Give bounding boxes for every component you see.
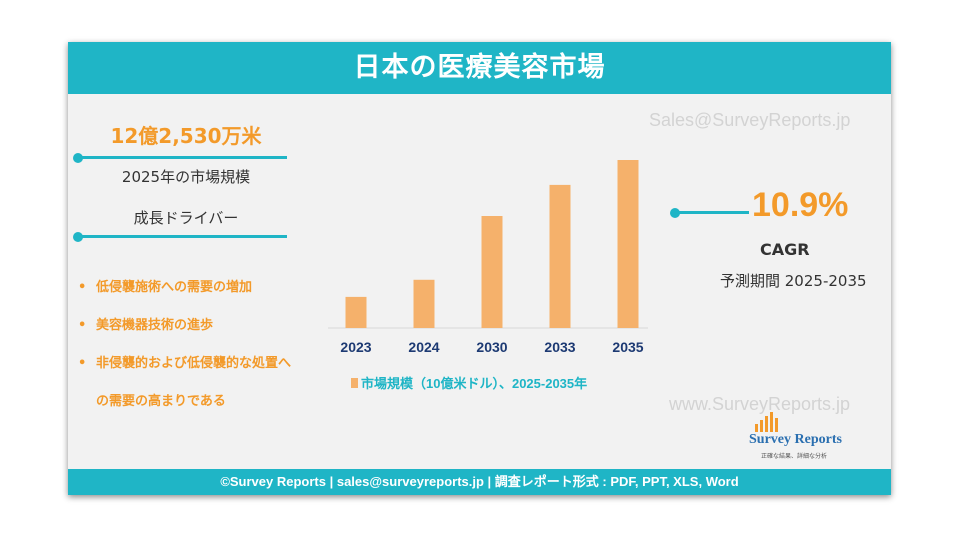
- cagr-value: 10.9%: [752, 186, 849, 224]
- cagr-divider: [675, 211, 749, 214]
- x-tick-label: 2023: [340, 339, 371, 355]
- bar-2023: [345, 296, 367, 328]
- drivers-divider: [78, 235, 287, 238]
- drivers-title: 成長ドライバー: [133, 209, 239, 227]
- bar-2033: [549, 184, 571, 328]
- bar-logo-icon: [755, 412, 778, 432]
- legend-label: 市場規模（10億米ドル）、2025-2035年: [361, 376, 587, 391]
- logo-text: Survey Reports: [749, 432, 842, 447]
- watermark-website: www.SurveyReports.jp: [669, 394, 851, 414]
- footer-bar: ©Survey Reports | sales@surveyreports.jp…: [68, 469, 891, 495]
- driver-item: • 美容機器技術の進歩: [78, 318, 214, 333]
- bar-2024: [413, 279, 435, 328]
- x-tick-label: 2024: [408, 339, 439, 355]
- market-value: 12億2,530万米: [110, 124, 262, 148]
- bar-2030: [481, 216, 503, 328]
- bar-chart: 2023 2024 2030 2033 2035 市場規模（10億米ドル）、2025-2…: [328, 160, 648, 391]
- legend-swatch: [351, 378, 358, 388]
- logo-tagline: 正確な結果、詳細な分析: [761, 453, 828, 460]
- bar-2035: [617, 160, 639, 328]
- driver-item: • 低侵襲施術への需要の増加: [78, 280, 253, 295]
- market-label: 2025年の市場規模: [121, 168, 251, 186]
- cagr-label: CAGR: [760, 240, 810, 259]
- page-title: 日本の医療美容市場: [68, 42, 891, 94]
- infographic-card: 日本の医療美容市場 Sales@SurveyReports.jp www.Sur…: [68, 42, 891, 495]
- driver-item: • 非侵襲的および低侵襲的な処置へ: [78, 356, 292, 371]
- forecast-period: 予測期間 2025-2035: [720, 272, 867, 290]
- x-tick-label: 2030: [476, 339, 507, 355]
- driver-item: の需要の高まりである: [96, 394, 226, 409]
- market-divider: [78, 156, 287, 159]
- x-tick-label: 2035: [612, 339, 643, 355]
- x-tick-label: 2033: [544, 339, 575, 355]
- watermark-email: Sales@SurveyReports.jp: [649, 110, 851, 130]
